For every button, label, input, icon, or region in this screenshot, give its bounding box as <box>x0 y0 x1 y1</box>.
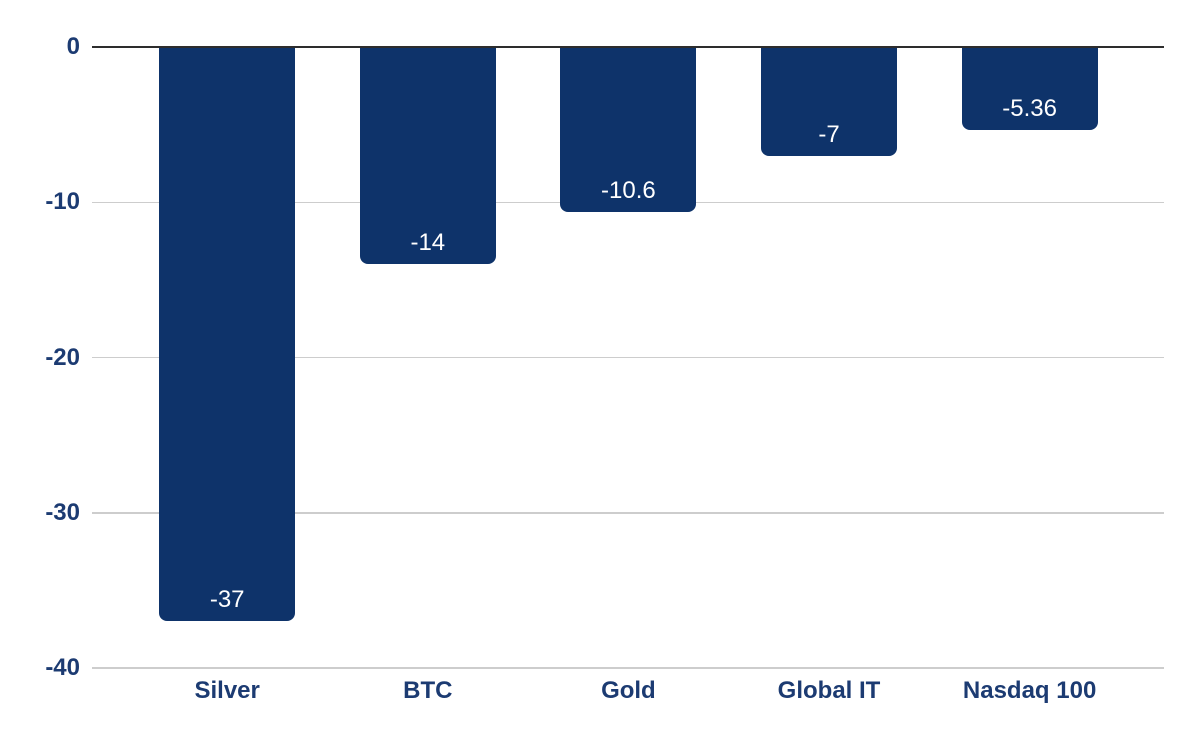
zero-axis-line <box>92 45 1164 49</box>
y-axis-tick-label: -30 <box>45 498 80 526</box>
bar-value-label: -7 <box>818 120 840 148</box>
x-axis-category-label: Global IT <box>777 677 881 704</box>
y-axis-tick-label: -20 <box>45 343 80 371</box>
bar-value-label: -5.36 <box>1002 95 1057 123</box>
bar-value-label: -10.6 <box>601 176 656 204</box>
x-axis-category-label: Nasdaq 100 <box>962 677 1097 704</box>
gridline--20 <box>92 356 1164 359</box>
x-axis-category-label: Gold <box>601 677 656 704</box>
gridline--30 <box>92 512 1164 514</box>
bar-global-it[interactable]: -7 <box>761 48 897 156</box>
bar-nasdaq-100[interactable]: -5.36 <box>961 48 1098 131</box>
y-axis-tick-label: -10 <box>45 188 80 216</box>
y-axis-tick-label: -40 <box>45 654 80 681</box>
bar-value-label: -37 <box>209 586 245 614</box>
bar-btc[interactable]: -14 <box>359 48 496 265</box>
bar-silver[interactable]: -37 <box>159 48 296 622</box>
y-axis-tick-label: 0 <box>66 33 80 60</box>
x-axis-category-label: BTC <box>403 677 453 704</box>
bar-gold[interactable]: -10.6 <box>560 48 697 212</box>
x-axis-category-label: Silver <box>194 677 260 704</box>
bar-value-label: -14 <box>410 229 446 257</box>
gridline--40 <box>92 667 1164 669</box>
